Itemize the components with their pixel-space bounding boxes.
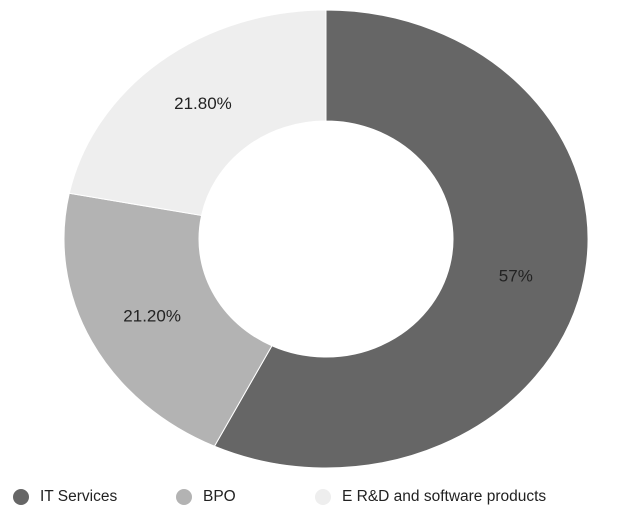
donut-slice	[213, 9, 589, 469]
data-label: 57%	[499, 266, 533, 285]
legend-swatch	[176, 489, 192, 505]
legend-label: E R&D and software products	[342, 488, 546, 505]
legend-label: BPO	[203, 488, 236, 505]
data-label: 21.20%	[123, 306, 181, 325]
legend-swatch	[13, 489, 29, 505]
data-label: 21.80%	[174, 94, 232, 113]
donut-slice	[63, 192, 273, 447]
legend-swatch	[315, 489, 331, 505]
donut-slice	[68, 9, 327, 217]
legend-label: IT Services	[40, 488, 117, 505]
